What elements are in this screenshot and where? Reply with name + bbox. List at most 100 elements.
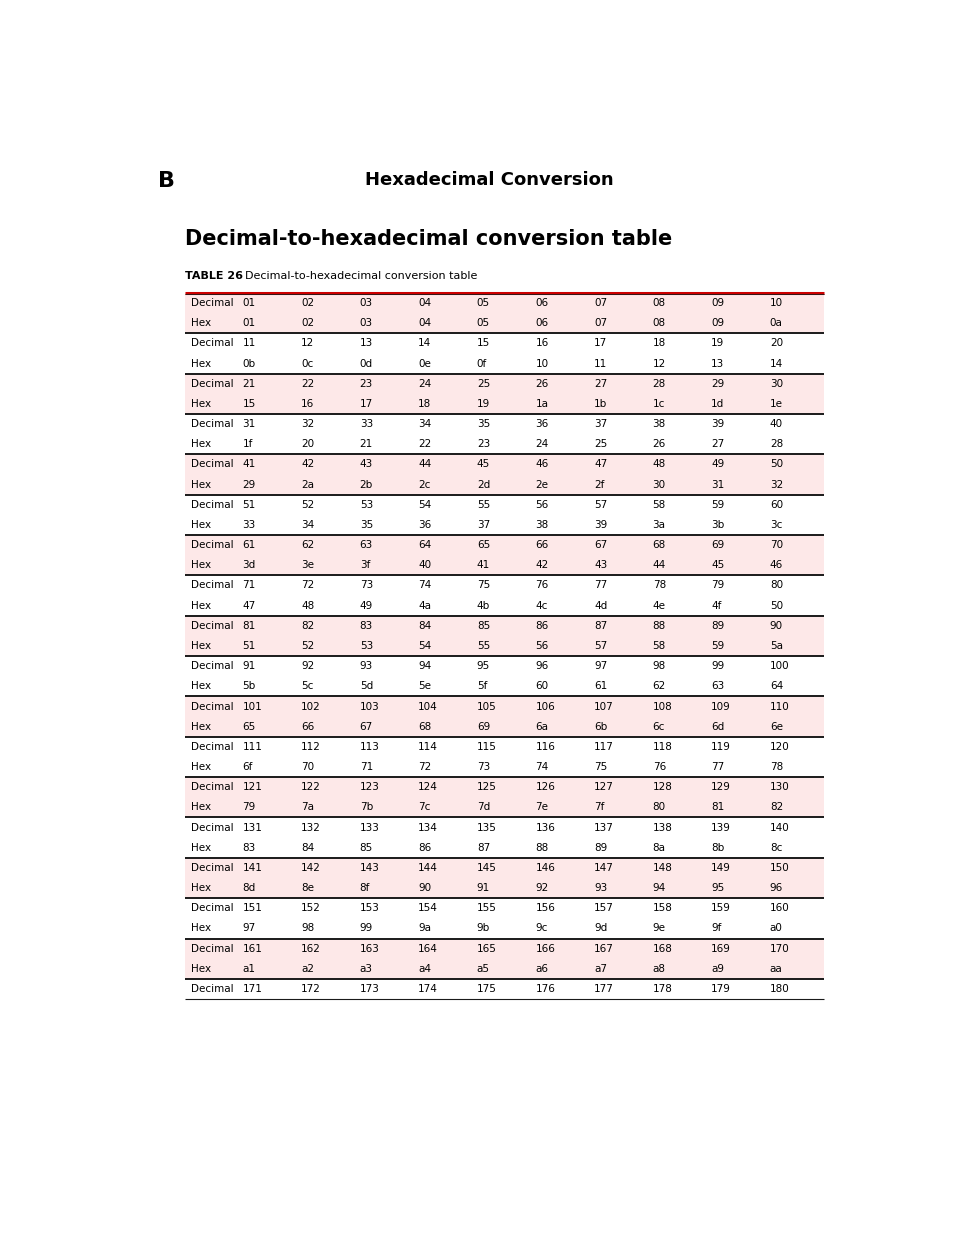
Text: 33: 33 (242, 520, 255, 530)
Text: 05: 05 (476, 319, 490, 329)
Text: 56: 56 (535, 500, 548, 510)
Text: 163: 163 (359, 944, 379, 953)
Bar (185, 898, 822, 919)
Text: 31: 31 (711, 479, 723, 489)
Text: 06: 06 (535, 319, 548, 329)
Bar (185, 414, 822, 435)
Text: 0b: 0b (242, 358, 255, 368)
Text: 46: 46 (535, 459, 548, 469)
Text: Decimal: Decimal (191, 338, 233, 348)
Text: 99: 99 (359, 924, 373, 934)
Text: 127: 127 (594, 782, 614, 792)
Text: 85: 85 (476, 621, 490, 631)
Text: 0f: 0f (476, 358, 487, 368)
Text: 22: 22 (417, 440, 431, 450)
Bar (185, 979, 822, 999)
Text: 166: 166 (535, 944, 555, 953)
Text: 41: 41 (476, 561, 490, 571)
Text: 160: 160 (769, 903, 789, 913)
Text: 58: 58 (652, 641, 665, 651)
Text: 95: 95 (476, 661, 490, 671)
Text: Decimal-to-hexadecimal conversion table: Decimal-to-hexadecimal conversion table (245, 272, 476, 282)
Text: 34: 34 (417, 419, 431, 429)
Text: 87: 87 (594, 621, 607, 631)
Text: 21: 21 (359, 440, 373, 450)
Text: Hex: Hex (191, 440, 211, 450)
Text: 162: 162 (301, 944, 320, 953)
Text: 1f: 1f (242, 440, 253, 450)
Text: 64: 64 (417, 540, 431, 550)
Text: 141: 141 (242, 863, 262, 873)
Text: 74: 74 (535, 762, 548, 772)
Text: 126: 126 (535, 782, 555, 792)
Text: 170: 170 (769, 944, 789, 953)
Text: 53: 53 (359, 500, 373, 510)
Text: 58: 58 (652, 500, 665, 510)
Text: Decimal: Decimal (191, 459, 233, 469)
Text: 66: 66 (301, 721, 314, 731)
Text: 4f: 4f (711, 600, 720, 610)
Text: 153: 153 (359, 903, 379, 913)
Text: 59: 59 (711, 500, 723, 510)
Text: 0e: 0e (417, 358, 431, 368)
Text: 175: 175 (476, 984, 497, 994)
Bar (185, 495, 822, 515)
Text: 62: 62 (652, 682, 665, 692)
Text: 149: 149 (711, 863, 730, 873)
Text: 95: 95 (711, 883, 723, 893)
Bar (185, 474, 822, 495)
Text: 106: 106 (535, 701, 555, 711)
Text: a3: a3 (359, 963, 373, 973)
Text: 152: 152 (301, 903, 320, 913)
Text: 47: 47 (242, 600, 255, 610)
Bar (185, 737, 822, 757)
Text: Hex: Hex (191, 479, 211, 489)
Text: 85: 85 (359, 842, 373, 852)
Text: 27: 27 (711, 440, 723, 450)
Text: a2: a2 (301, 963, 314, 973)
Text: Hex: Hex (191, 842, 211, 852)
Bar (185, 293, 822, 314)
Text: 109: 109 (711, 701, 730, 711)
Text: 49: 49 (711, 459, 723, 469)
Text: 63: 63 (711, 682, 723, 692)
Text: 2f: 2f (594, 479, 604, 489)
Text: 92: 92 (535, 883, 548, 893)
Bar (185, 535, 822, 556)
Text: 169: 169 (711, 944, 730, 953)
Text: 82: 82 (301, 621, 314, 631)
Text: 97: 97 (594, 661, 607, 671)
Text: 172: 172 (301, 984, 320, 994)
Text: a0: a0 (769, 924, 781, 934)
Text: 9e: 9e (652, 924, 665, 934)
Text: 3b: 3b (711, 520, 723, 530)
Text: 86: 86 (417, 842, 431, 852)
Text: 15: 15 (476, 338, 490, 348)
Text: 17: 17 (359, 399, 373, 409)
Bar (185, 958, 822, 979)
Bar (185, 435, 822, 454)
Text: 156: 156 (535, 903, 555, 913)
Text: 51: 51 (242, 641, 255, 651)
Text: 52: 52 (301, 500, 314, 510)
Text: 30: 30 (652, 479, 665, 489)
Text: 117: 117 (594, 742, 614, 752)
Text: 67: 67 (359, 721, 373, 731)
Text: 78: 78 (652, 580, 665, 590)
Text: 5e: 5e (417, 682, 431, 692)
Text: 8a: 8a (652, 842, 665, 852)
Text: 51: 51 (242, 500, 255, 510)
Text: 80: 80 (769, 580, 782, 590)
Text: 102: 102 (301, 701, 320, 711)
Text: 157: 157 (594, 903, 614, 913)
Text: 84: 84 (301, 842, 314, 852)
Text: 26: 26 (652, 440, 665, 450)
Text: 27: 27 (594, 379, 607, 389)
Text: 7c: 7c (417, 803, 430, 813)
Text: 06: 06 (535, 298, 548, 308)
Text: 147: 147 (594, 863, 614, 873)
Text: 158: 158 (652, 903, 672, 913)
Text: 09: 09 (711, 298, 723, 308)
Bar (185, 878, 822, 898)
Text: 93: 93 (594, 883, 607, 893)
